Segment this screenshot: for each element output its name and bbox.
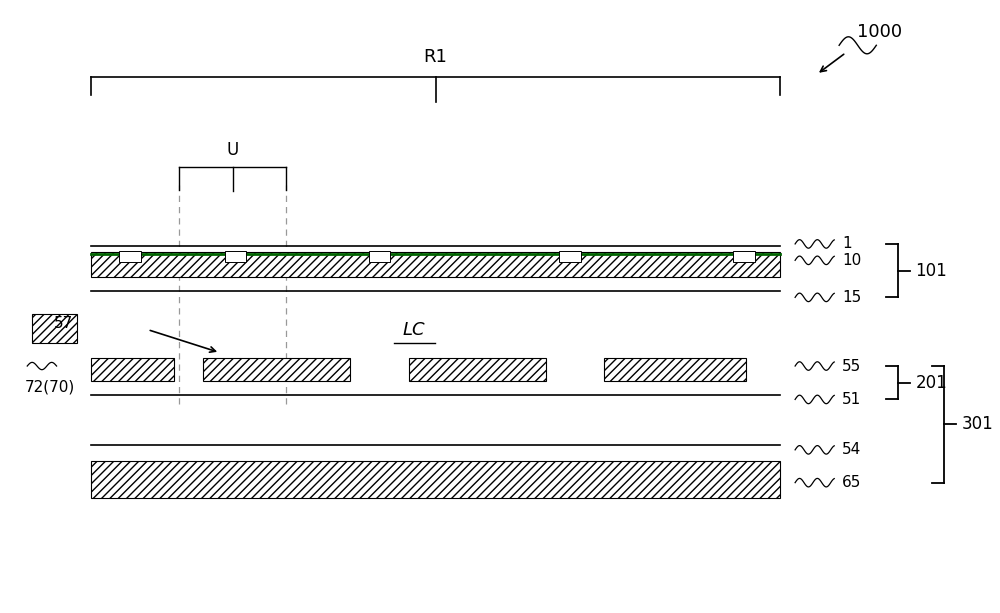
Bar	[91, 462, 780, 498]
Bar	[409, 357, 546, 381]
Text: 15: 15	[842, 290, 861, 305]
Text: 72(70): 72(70)	[25, 379, 75, 394]
Bar	[733, 251, 755, 262]
Text: 1: 1	[842, 237, 852, 251]
Text: 54: 54	[842, 443, 861, 457]
Text: 51: 51	[842, 392, 861, 407]
Bar	[119, 247, 141, 262]
Text: 55: 55	[842, 359, 861, 373]
Text: LC: LC	[402, 321, 425, 338]
Bar	[225, 247, 246, 262]
Bar	[559, 247, 581, 262]
Text: 57: 57	[54, 316, 73, 331]
Bar	[225, 251, 246, 262]
Text: 65: 65	[842, 475, 861, 490]
Bar	[91, 252, 780, 277]
Text: R1: R1	[424, 48, 448, 66]
Text: 301: 301	[961, 416, 993, 433]
Text: 1000: 1000	[857, 23, 902, 41]
Bar	[369, 247, 390, 262]
Bar	[203, 357, 350, 381]
Bar	[559, 251, 581, 262]
Bar	[32, 314, 77, 343]
Bar	[91, 357, 174, 381]
Bar	[119, 251, 141, 262]
Text: U: U	[227, 142, 239, 159]
Bar	[369, 251, 390, 262]
Text: 101: 101	[915, 262, 947, 280]
Text: 10: 10	[842, 253, 861, 268]
Bar	[733, 247, 755, 262]
Text: 201: 201	[915, 374, 947, 392]
Bar	[604, 357, 746, 381]
